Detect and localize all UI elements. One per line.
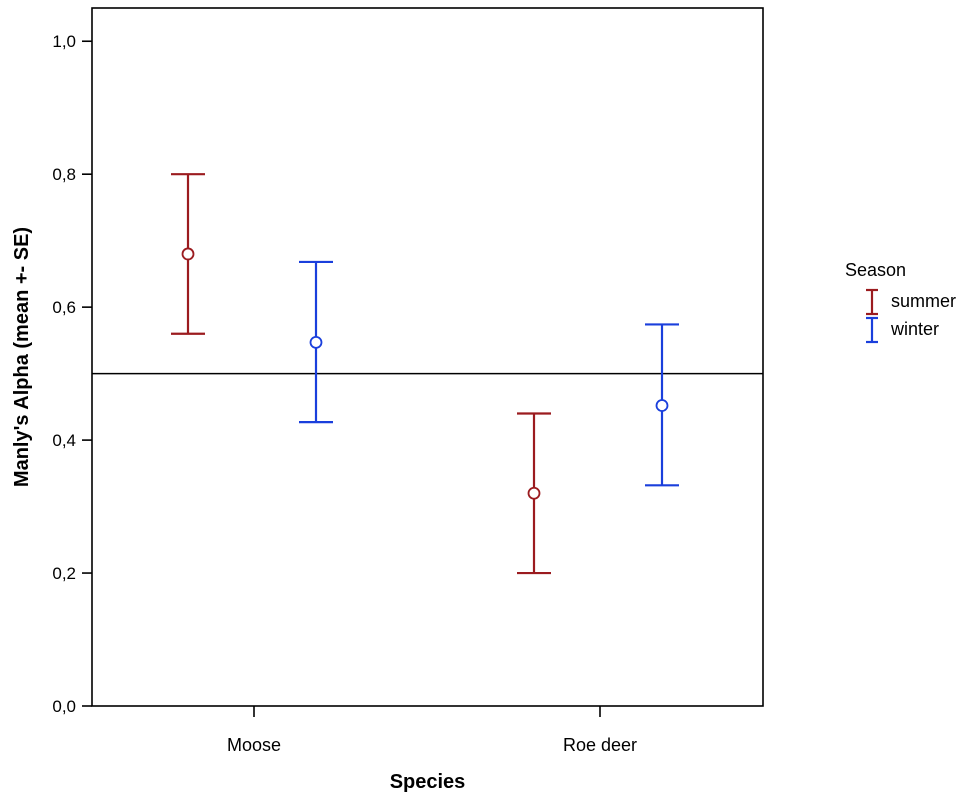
legend-label: summer <box>891 291 956 311</box>
x-axis-title: Species <box>390 771 466 793</box>
y-tick-label: 0,2 <box>52 564 76 583</box>
y-tick-label: 0,8 <box>52 165 76 184</box>
error-bar-winter <box>299 260 333 424</box>
mean-point <box>309 335 323 349</box>
legend-item-winter: winter <box>866 316 939 344</box>
mean-point <box>181 247 195 261</box>
x-tick-label: Roe deer <box>563 735 637 755</box>
y-axis: 0,0 0,2 0,4 0,6 0,8 1,0 <box>52 32 92 716</box>
error-bar-summer <box>517 412 551 575</box>
x-tick-label: Moose <box>227 735 281 755</box>
y-axis-title: Manly's Alpha (mean +- SE) <box>11 227 33 487</box>
plot-area <box>91 7 764 707</box>
legend-label: winter <box>890 319 939 339</box>
y-tick-label: 1,0 <box>52 32 76 51</box>
y-tick-label: 0,4 <box>52 431 76 450</box>
legend-title: Season <box>845 260 906 280</box>
legend: Season summer winter <box>845 260 956 344</box>
y-tick-label: 0,0 <box>52 697 76 716</box>
x-axis: Moose Roe deer <box>227 706 637 755</box>
error-bars <box>171 173 679 575</box>
error-bar-summer <box>171 173 205 335</box>
mean-point <box>527 486 541 500</box>
y-tick-label: 0,6 <box>52 298 76 317</box>
error-bar-winter <box>645 323 679 487</box>
legend-item-summer: summer <box>866 288 956 316</box>
mean-point <box>655 399 669 412</box>
